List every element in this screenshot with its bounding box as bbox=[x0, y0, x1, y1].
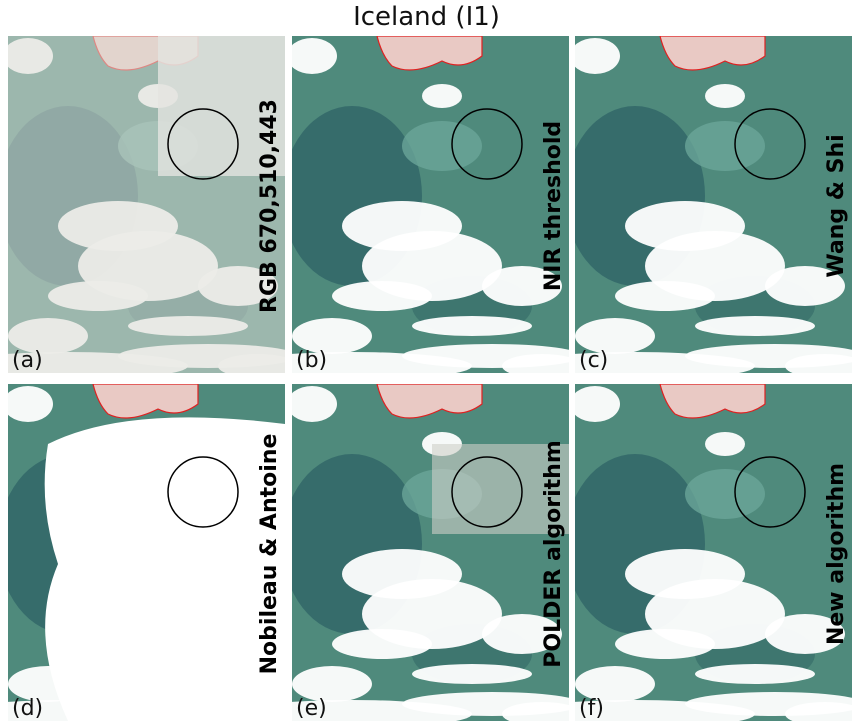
panel: (c) Wang & Shi bbox=[575, 36, 852, 373]
cloud bbox=[705, 84, 745, 108]
cloud bbox=[695, 664, 815, 684]
panel-label: (b) bbox=[296, 348, 327, 373]
panel-label: (f) bbox=[579, 696, 604, 721]
cloud bbox=[615, 629, 715, 659]
cloud bbox=[422, 84, 462, 108]
panel-label: (c) bbox=[579, 348, 608, 373]
figure-title: Iceland (I1) bbox=[0, 2, 853, 32]
cloud bbox=[342, 201, 462, 251]
bloom bbox=[685, 121, 765, 171]
cloud bbox=[695, 316, 815, 336]
panel: (d) Nobileau & Antoine bbox=[8, 384, 285, 721]
cloud bbox=[342, 549, 462, 599]
cloud bbox=[332, 629, 432, 659]
cloud bbox=[412, 316, 532, 336]
panel: (b) NIR threshold bbox=[292, 36, 569, 373]
mask bbox=[45, 417, 285, 721]
cloud bbox=[625, 549, 745, 599]
method-label: New algorithm bbox=[824, 463, 849, 645]
method-label: Nobileau & Antoine bbox=[257, 434, 282, 675]
panel-label: (d) bbox=[12, 696, 43, 721]
cloud bbox=[625, 201, 745, 251]
panel-label: (a) bbox=[12, 348, 43, 373]
cloud bbox=[705, 432, 745, 456]
method-label: NIR threshold bbox=[541, 121, 566, 291]
panel: (f) New algorithm bbox=[575, 384, 852, 721]
bloom bbox=[685, 469, 765, 519]
method-label: RGB 670,510,443 bbox=[257, 99, 282, 313]
panel: (a) RGB 670,510,443 bbox=[8, 36, 285, 373]
cloud bbox=[332, 281, 432, 311]
method-label: POLDER algorithm bbox=[541, 440, 566, 667]
cloud bbox=[615, 281, 715, 311]
cloud bbox=[412, 664, 532, 684]
bloom bbox=[402, 121, 482, 171]
panel-label: (e) bbox=[296, 696, 327, 721]
panel: (e) POLDER algorithm bbox=[292, 384, 569, 721]
method-label: Wang & Shi bbox=[824, 134, 849, 277]
figure: Iceland (I1) (a) RGB 670,510,443 (b) NIR th… bbox=[0, 0, 853, 725]
